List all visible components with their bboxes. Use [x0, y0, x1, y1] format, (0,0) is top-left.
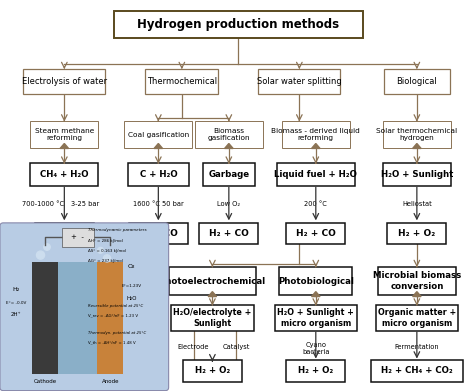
FancyBboxPatch shape — [35, 223, 94, 244]
Text: Heliostat: Heliostat — [402, 201, 432, 207]
Text: H₂ + CO: H₂ + CO — [209, 229, 249, 238]
Polygon shape — [225, 143, 233, 149]
FancyBboxPatch shape — [384, 69, 450, 94]
Text: H₂ + CO: H₂ + CO — [138, 229, 178, 238]
FancyBboxPatch shape — [203, 163, 255, 186]
FancyBboxPatch shape — [183, 361, 242, 382]
Polygon shape — [154, 143, 163, 149]
FancyBboxPatch shape — [378, 267, 456, 296]
Text: 700-1000 °C: 700-1000 °C — [22, 201, 64, 207]
FancyBboxPatch shape — [146, 69, 218, 94]
Text: H₂ + CO: H₂ + CO — [296, 229, 336, 238]
Text: Low O₂: Low O₂ — [217, 201, 240, 207]
Text: Fermentation: Fermentation — [394, 344, 439, 350]
Text: CH₄ + H₂O: CH₄ + H₂O — [40, 170, 89, 179]
Polygon shape — [311, 143, 320, 149]
Text: H₂ + O₂: H₂ + O₂ — [398, 229, 436, 238]
Text: Biomass
gasification: Biomass gasification — [208, 128, 250, 141]
FancyBboxPatch shape — [387, 223, 446, 244]
FancyBboxPatch shape — [286, 223, 345, 244]
FancyBboxPatch shape — [286, 361, 345, 382]
Text: Coal gasification: Coal gasification — [128, 131, 189, 138]
Text: H₂ + CO: H₂ + CO — [45, 229, 84, 238]
Text: Biological: Biological — [396, 77, 437, 86]
Polygon shape — [413, 292, 421, 296]
Text: Photobiological: Photobiological — [278, 277, 354, 286]
Text: H₂ + O₂: H₂ + O₂ — [195, 366, 230, 375]
FancyBboxPatch shape — [195, 121, 263, 148]
FancyBboxPatch shape — [129, 223, 188, 244]
FancyBboxPatch shape — [114, 11, 363, 38]
Text: Electrode: Electrode — [178, 344, 210, 350]
Text: Solar water splitting: Solar water splitting — [257, 77, 342, 86]
FancyBboxPatch shape — [30, 163, 99, 186]
Text: H₂ + O₂: H₂ + O₂ — [298, 366, 333, 375]
FancyBboxPatch shape — [200, 223, 258, 244]
Text: Cyano
bacteria: Cyano bacteria — [302, 343, 329, 355]
FancyBboxPatch shape — [128, 163, 189, 186]
Text: Thermochemical: Thermochemical — [147, 77, 217, 86]
Polygon shape — [311, 292, 320, 296]
Text: Microbial biomass
conversion: Microbial biomass conversion — [373, 271, 461, 291]
FancyBboxPatch shape — [282, 121, 350, 148]
Text: Hydrogen production methods: Hydrogen production methods — [137, 18, 339, 31]
FancyBboxPatch shape — [376, 305, 458, 331]
Text: Garbage: Garbage — [208, 170, 249, 179]
Text: 200 °C: 200 °C — [304, 201, 327, 207]
Text: 1600 °C: 1600 °C — [133, 201, 160, 207]
Text: Biomass - derived liquid
reforming: Biomass - derived liquid reforming — [272, 128, 360, 141]
Text: Catalyst: Catalyst — [222, 344, 250, 350]
FancyBboxPatch shape — [258, 69, 340, 94]
FancyBboxPatch shape — [30, 121, 99, 148]
Text: 3-25 bar: 3-25 bar — [72, 201, 100, 207]
FancyBboxPatch shape — [23, 69, 105, 94]
FancyBboxPatch shape — [279, 267, 352, 296]
Text: C + H₂O: C + H₂O — [139, 170, 177, 179]
Text: H₂ + CH₄ + CO₂: H₂ + CH₄ + CO₂ — [381, 366, 453, 375]
FancyBboxPatch shape — [171, 305, 254, 331]
Text: Electrolysis of water: Electrolysis of water — [22, 77, 107, 86]
FancyBboxPatch shape — [383, 163, 451, 186]
FancyBboxPatch shape — [383, 121, 451, 148]
FancyBboxPatch shape — [371, 361, 463, 382]
Text: H₂O/electrolyte +
Sunlight: H₂O/electrolyte + Sunlight — [173, 308, 252, 328]
FancyBboxPatch shape — [124, 121, 192, 148]
Text: Photoelectrochemical: Photoelectrochemical — [159, 277, 265, 286]
Text: Organic matter +
micro organism: Organic matter + micro organism — [378, 308, 456, 328]
Polygon shape — [413, 143, 421, 149]
FancyBboxPatch shape — [277, 163, 355, 186]
FancyBboxPatch shape — [274, 305, 357, 331]
Text: Solar thermochemical
hydrogen: Solar thermochemical hydrogen — [376, 128, 457, 141]
Polygon shape — [60, 143, 69, 149]
Text: 50 bar: 50 bar — [162, 201, 183, 207]
Text: H₂O + Sunlight: H₂O + Sunlight — [381, 170, 453, 179]
Text: Liquid fuel + H₂O: Liquid fuel + H₂O — [274, 170, 357, 179]
Text: Steam methane
reforming: Steam methane reforming — [35, 128, 94, 141]
FancyBboxPatch shape — [169, 267, 256, 296]
Text: H₂O + Sunlight +
micro organism: H₂O + Sunlight + micro organism — [277, 308, 354, 328]
Polygon shape — [208, 292, 217, 296]
